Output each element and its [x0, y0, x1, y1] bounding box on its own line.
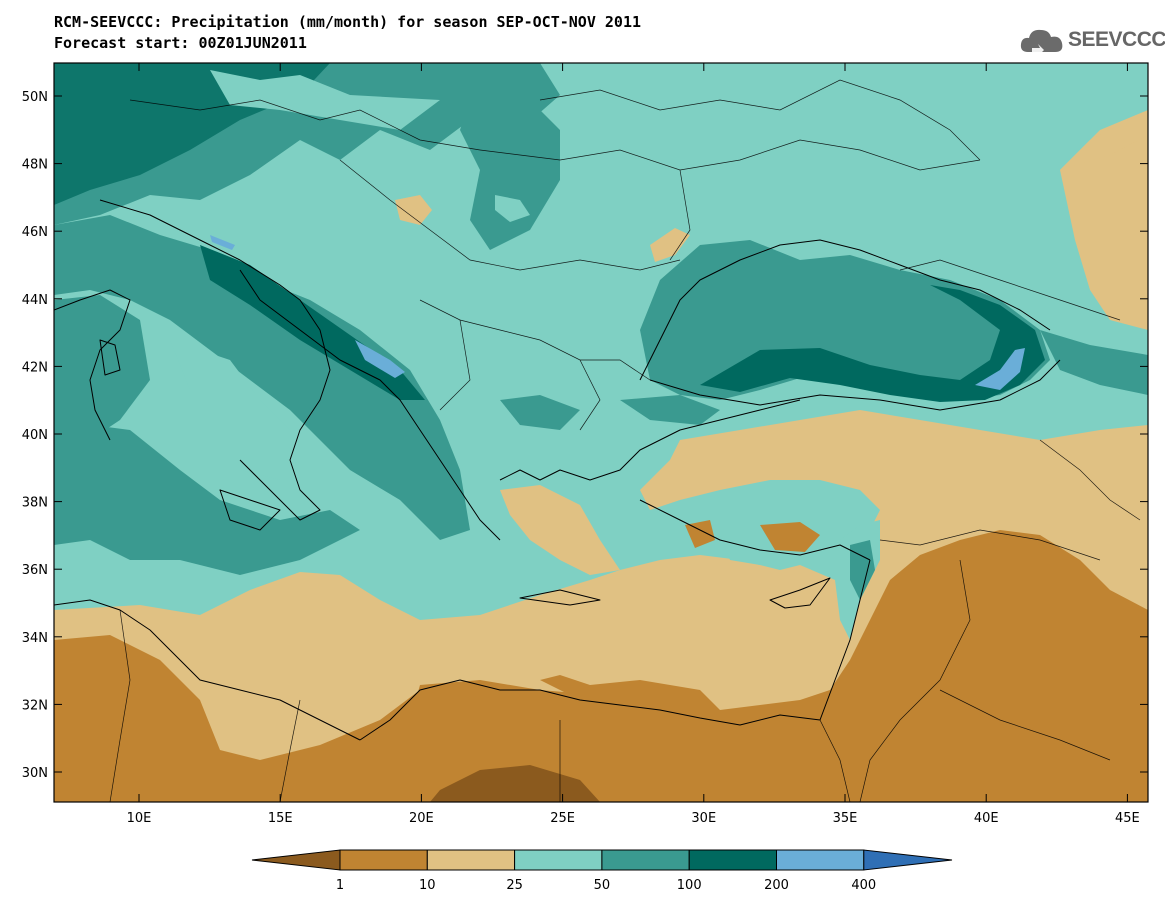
seevccc-logo: SEEVCCC [1018, 22, 1165, 58]
lat-label: 36N [22, 563, 48, 578]
field-dry-anatolia-west [685, 520, 715, 548]
lon-label: 35E [833, 811, 858, 826]
colorbar-label: 400 [851, 878, 876, 893]
colorbar-segment [601, 849, 690, 871]
colorbar-segment [339, 849, 428, 871]
colorbar-segment [776, 849, 865, 871]
logo-text: SEEVCCC [1068, 28, 1165, 51]
longitude-axis: 10E 15E 20E 25E 30E 35E 40E 45E [127, 63, 1140, 826]
field-moderate-carpathians [495, 195, 530, 222]
field-low-danube [650, 228, 690, 262]
field-wet-marmara [620, 395, 720, 425]
lat-label: 46N [22, 225, 48, 240]
field-wet-carpathians [460, 70, 560, 250]
field-low-ne [1060, 110, 1148, 170]
field-extreme-istria [210, 235, 235, 250]
colorbar-arrow-left [251, 849, 341, 871]
field-wet-caucasus [1040, 330, 1148, 395]
colorbar: 1 10 25 50 100 200 400 [251, 849, 953, 893]
field-moderate-alps [210, 70, 440, 130]
lat-label: 30N [22, 766, 48, 781]
field-wet-italy [54, 215, 470, 540]
colorbar-segment [426, 849, 516, 871]
colorbar-label: 50 [594, 878, 611, 893]
lat-label: 48N [22, 158, 48, 173]
field-low-aegean [500, 485, 620, 575]
lon-label: 45E [1115, 811, 1140, 826]
lon-label: 30E [691, 811, 716, 826]
lon-label: 20E [409, 811, 434, 826]
lat-label: 42N [22, 360, 48, 375]
colorbar-label: 10 [419, 878, 436, 893]
field-dry-anatolia [760, 522, 820, 552]
field-wet-tyrrhenian [54, 420, 360, 575]
field-dry [54, 530, 1148, 802]
field-wet-levant [850, 540, 875, 600]
field-wet-sardinia [54, 295, 150, 445]
lon-label: 10E [127, 811, 152, 826]
coastlines [54, 199, 1061, 741]
field-extreme-black-sea [975, 348, 1025, 390]
field-wet-black-sea [640, 240, 1050, 400]
precipitation-field [54, 63, 1148, 802]
cloud-icon [1020, 29, 1063, 56]
lat-label: 32N [22, 698, 48, 713]
field-dry-libya [410, 680, 650, 730]
lon-label: 40E [974, 811, 999, 826]
lon-label: 25E [550, 811, 575, 826]
field-dry-egypt [540, 675, 720, 720]
lat-label: 40N [22, 428, 48, 443]
colorbar-segment [514, 849, 603, 871]
field-very-dry [430, 765, 600, 802]
forecast-start: Forecast start: 00Z01JUN2011 [54, 34, 307, 52]
lon-label: 15E [268, 811, 293, 826]
field-moderate-italy [170, 340, 290, 480]
colorbar-label: 100 [677, 878, 702, 893]
field-wet-aegean [500, 395, 580, 430]
lat-label: 34N [22, 631, 48, 646]
colorbar-segment [688, 849, 778, 871]
lat-label: 38N [22, 496, 48, 511]
field-very-wet-black-sea [700, 285, 1045, 402]
lat-label: 50N [22, 90, 48, 105]
colorbar-label: 25 [506, 878, 523, 893]
field-extreme-adriatic [355, 340, 405, 378]
map-frame [53, 62, 1149, 803]
colorbar-arrow-right [863, 849, 953, 871]
latitude-axis: 50N 48N 46N 44N 42N 40N 38N 36N 34N 32N 30N [22, 90, 1148, 781]
map-title: RCM-SEEVCCC: Precipitation (mm/month) fo… [54, 13, 641, 31]
colorbar-label: 1 [336, 878, 344, 893]
lat-label: 44N [22, 293, 48, 308]
field-low-caspian [1060, 110, 1148, 330]
borders [109, 79, 1141, 802]
field-low-hungary [395, 195, 432, 225]
colorbar-label: 200 [764, 878, 789, 893]
